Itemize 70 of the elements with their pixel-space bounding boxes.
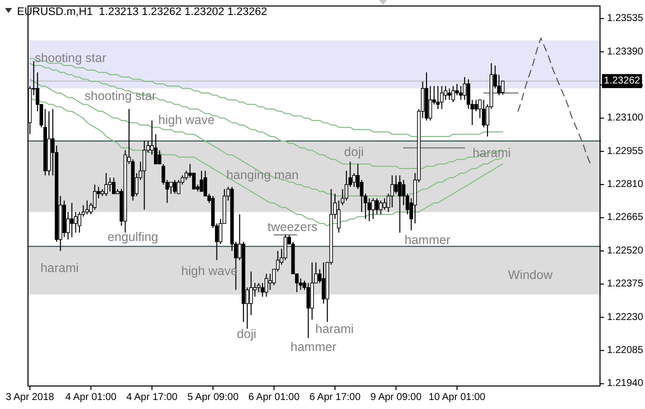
candlestick: [92, 184, 97, 210]
candlestick: [85, 200, 89, 215]
candlestick: [368, 198, 372, 222]
candlestick: [378, 200, 383, 215]
candlestick: [173, 179, 177, 194]
candlestick: [436, 86, 440, 110]
x-tick-label: 5 Apr 09:00: [187, 392, 239, 403]
annotation: high wave: [158, 113, 215, 127]
candlestick: [451, 86, 455, 103]
candlestick: [482, 99, 486, 128]
y-tick-label: 1.22375: [607, 278, 644, 290]
candlestick: [260, 282, 264, 298]
candlestick: [394, 174, 398, 194]
y-tick-label: 1.23390: [607, 46, 644, 58]
x-tick-label: 6 Apr 17:00: [309, 392, 361, 403]
x-tick-label: 4 Apr 17:00: [126, 392, 178, 403]
candlestick: [298, 278, 302, 290]
annotation: Window: [508, 268, 554, 282]
candlestick: [371, 198, 375, 220]
y-tick-label: 1.23535: [607, 13, 644, 24]
y-tick-label: 1.22085: [607, 345, 644, 356]
annotation: harami: [315, 322, 354, 336]
candlestick: [108, 177, 112, 192]
candlestick: [104, 172, 108, 196]
x-tick-label: 3 Apr 2018: [6, 392, 55, 403]
candlestick: [169, 182, 173, 194]
candlestick: [256, 282, 260, 293]
line-series: [518, 38, 591, 164]
annotation: hammer: [404, 233, 450, 247]
annotation: tweezers: [268, 220, 318, 234]
annotation: harami: [40, 261, 79, 275]
y-tick-label: 1.22665: [607, 212, 644, 224]
y-tick-label: 1.21940: [607, 378, 644, 390]
candlestick: [466, 78, 470, 110]
candlestick: [448, 88, 452, 100]
candlestick: [390, 174, 394, 208]
candlestick: [382, 198, 386, 210]
candlestick: [455, 83, 459, 96]
candlestick: [398, 174, 402, 234]
y-tick-label: 1.22520: [607, 245, 644, 256]
y-tick-label: 1.22810: [607, 179, 644, 190]
candlestick: [474, 99, 478, 112]
y-tick-label: 1.23100: [607, 112, 644, 124]
candlestick: [112, 177, 116, 194]
candlestick: [444, 86, 448, 100]
ref-line-label: 1.23262: [604, 76, 641, 87]
x-tick-label: 6 Apr 01:00: [248, 392, 300, 403]
x-tick-label: 10 Apr 01:00: [428, 392, 486, 403]
candlestick: [70, 202, 74, 238]
candlestick: [284, 234, 288, 261]
candlestick: [375, 198, 379, 215]
candlestick: [428, 86, 432, 121]
candlestick: [268, 273, 272, 290]
annotation: doji: [344, 145, 364, 159]
y-tick-label: 1.22955: [607, 146, 644, 157]
candlestick: [352, 172, 356, 188]
candlestick: [459, 86, 463, 100]
x-tick-label: 4 Apr 01:00: [65, 392, 117, 403]
candlestick: [322, 262, 326, 304]
y-tick-label: 1.22230: [607, 312, 644, 323]
candlestick: [264, 273, 268, 298]
candlestick: [440, 86, 444, 110]
x-tick-label: 9 Apr 09:00: [370, 392, 422, 403]
annotation: shooting star: [34, 51, 106, 65]
candlestick: [142, 140, 146, 210]
annotation: doji: [236, 327, 256, 341]
annotation: hammer: [290, 340, 336, 354]
candlestick: [306, 282, 310, 338]
annotation: engulfing: [108, 230, 158, 244]
candlestick: [176, 179, 180, 194]
